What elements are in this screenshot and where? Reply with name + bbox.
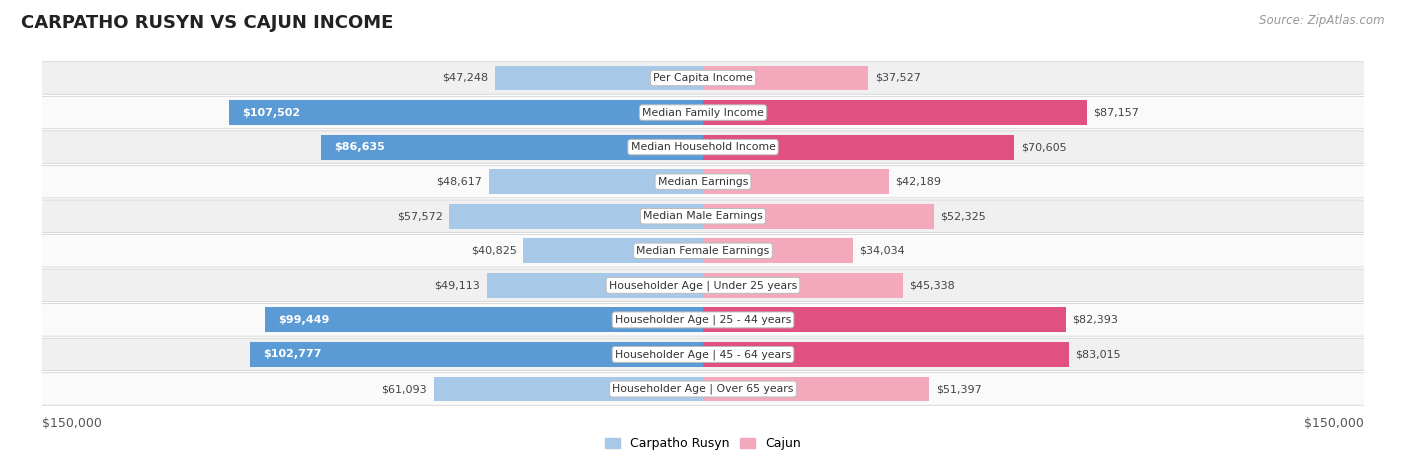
Text: $61,093: $61,093 [381, 384, 427, 394]
Bar [703, 134, 1014, 160]
Text: $57,572: $57,572 [396, 211, 443, 221]
Text: Householder Age | Under 25 years: Householder Age | Under 25 years [609, 280, 797, 290]
Text: Median Earnings: Median Earnings [658, 177, 748, 187]
Bar [703, 376, 929, 402]
Text: $52,325: $52,325 [941, 211, 986, 221]
Bar [703, 307, 1066, 333]
Text: $83,015: $83,015 [1076, 349, 1121, 360]
Text: $45,338: $45,338 [910, 280, 955, 290]
Text: Per Capita Income: Per Capita Income [652, 73, 754, 83]
Text: $150,000: $150,000 [42, 417, 103, 431]
Bar [264, 307, 703, 333]
Text: $34,034: $34,034 [859, 246, 905, 256]
FancyBboxPatch shape [35, 304, 1371, 336]
Bar [703, 169, 889, 194]
Text: $102,777: $102,777 [263, 349, 322, 360]
Text: Median Household Income: Median Household Income [630, 142, 776, 152]
Bar [703, 204, 934, 229]
Bar [322, 134, 703, 160]
Text: $42,189: $42,189 [896, 177, 942, 187]
Text: Householder Age | Over 65 years: Householder Age | Over 65 years [612, 384, 794, 394]
Legend: Carpatho Rusyn, Cajun: Carpatho Rusyn, Cajun [600, 432, 806, 455]
Bar [434, 376, 703, 402]
FancyBboxPatch shape [35, 269, 1371, 302]
Text: $49,113: $49,113 [434, 280, 479, 290]
Bar [229, 100, 703, 125]
Bar [489, 169, 703, 194]
FancyBboxPatch shape [35, 62, 1371, 94]
Text: $37,527: $37,527 [875, 73, 921, 83]
Text: Householder Age | 45 - 64 years: Householder Age | 45 - 64 years [614, 349, 792, 360]
FancyBboxPatch shape [35, 96, 1371, 129]
FancyBboxPatch shape [35, 373, 1371, 405]
FancyBboxPatch shape [35, 338, 1371, 371]
Text: Source: ZipAtlas.com: Source: ZipAtlas.com [1260, 14, 1385, 27]
Bar [703, 273, 903, 298]
Text: Median Family Income: Median Family Income [643, 107, 763, 118]
Text: $107,502: $107,502 [243, 107, 301, 118]
FancyBboxPatch shape [35, 131, 1371, 163]
Text: $82,393: $82,393 [1073, 315, 1118, 325]
Text: $99,449: $99,449 [278, 315, 329, 325]
FancyBboxPatch shape [35, 200, 1371, 233]
Bar [450, 204, 703, 229]
Text: $48,617: $48,617 [436, 177, 482, 187]
Bar [486, 273, 703, 298]
Bar [703, 342, 1069, 367]
FancyBboxPatch shape [35, 165, 1371, 198]
Text: $40,825: $40,825 [471, 246, 516, 256]
Text: CARPATHO RUSYN VS CAJUN INCOME: CARPATHO RUSYN VS CAJUN INCOME [21, 14, 394, 32]
Text: Median Male Earnings: Median Male Earnings [643, 211, 763, 221]
Bar [703, 238, 853, 263]
Text: Householder Age | 25 - 44 years: Householder Age | 25 - 44 years [614, 315, 792, 325]
Bar [703, 65, 869, 91]
Text: $70,605: $70,605 [1021, 142, 1066, 152]
Bar [495, 65, 703, 91]
Text: $86,635: $86,635 [335, 142, 385, 152]
Text: Median Female Earnings: Median Female Earnings [637, 246, 769, 256]
Text: $47,248: $47,248 [441, 73, 488, 83]
Text: $51,397: $51,397 [936, 384, 981, 394]
Bar [523, 238, 703, 263]
Bar [250, 342, 703, 367]
Bar [703, 100, 1087, 125]
FancyBboxPatch shape [35, 234, 1371, 267]
Text: $87,157: $87,157 [1094, 107, 1139, 118]
Text: $150,000: $150,000 [1303, 417, 1364, 431]
